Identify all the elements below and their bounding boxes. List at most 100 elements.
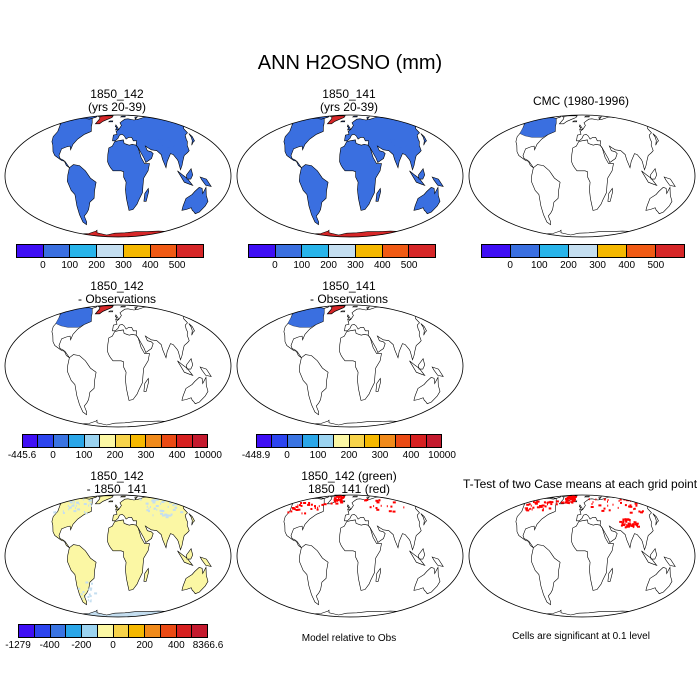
significance-cell	[624, 519, 627, 522]
map-land-layer	[49, 305, 215, 427]
colorbar-swatch	[23, 435, 39, 447]
significance-cell	[314, 507, 316, 509]
diff-cell	[73, 510, 77, 513]
colorbar-swatch	[100, 435, 116, 447]
diff-cell	[161, 510, 165, 512]
note-significance: Cells are significant at 0.1 level	[512, 631, 650, 642]
colorbar-tick-label: 400	[167, 640, 185, 651]
land-svalbard	[119, 305, 126, 308]
colorbar-swatch	[275, 245, 303, 257]
colorbar-tick-label: 100	[61, 260, 79, 271]
colorbar-swatch	[129, 625, 145, 637]
land-africa	[571, 139, 614, 211]
significance-cell	[637, 525, 640, 528]
significance-cell	[641, 510, 644, 513]
diff-cell	[174, 503, 178, 506]
significance-cell	[588, 498, 590, 501]
map-panel-3	[468, 114, 696, 238]
land-africa	[339, 139, 382, 211]
colorbar-swatch	[249, 245, 276, 257]
significance-cell	[640, 511, 643, 514]
diff-cell	[85, 595, 87, 598]
diff-cell	[172, 504, 175, 507]
land-borneo	[186, 548, 194, 560]
land-uk	[578, 124, 583, 131]
significance-cell	[635, 523, 636, 526]
land-borneo	[650, 168, 658, 180]
land-africa	[107, 519, 150, 591]
significance-cell	[544, 505, 547, 508]
colorbar-swatch	[69, 435, 85, 447]
significance-cell	[310, 508, 313, 510]
significance-cell	[633, 523, 634, 526]
diff-cell	[82, 597, 84, 600]
significance-cell	[629, 520, 631, 523]
significance-cell	[338, 498, 339, 501]
colorbar-tick-label: 0	[272, 260, 278, 271]
diff-cell	[71, 504, 75, 507]
significance-cell	[635, 522, 639, 525]
land-japan	[188, 513, 195, 526]
diff-cell	[174, 506, 177, 509]
land-japan	[420, 323, 427, 336]
diff-cell	[89, 595, 92, 598]
significance-cell	[571, 496, 573, 499]
colorbar-swatch	[598, 245, 627, 257]
land-australia	[413, 376, 441, 405]
significance-cell	[620, 524, 623, 527]
diff-cell	[176, 506, 178, 509]
snow-region-north-america	[283, 307, 325, 328]
map-land-layer	[281, 115, 447, 237]
significance-cell	[303, 502, 307, 504]
land-svalbard	[583, 495, 590, 498]
significance-cell	[625, 525, 629, 528]
significance-cell	[295, 505, 299, 508]
significance-cell	[555, 503, 558, 506]
significance-cell	[334, 500, 336, 503]
significance-cell	[612, 503, 614, 506]
significance-cell	[570, 498, 574, 501]
significance-cell	[301, 512, 303, 515]
significance-cell	[536, 506, 540, 509]
significance-cell	[333, 499, 337, 502]
land-eurasia	[344, 116, 422, 171]
significance-cell	[321, 503, 324, 506]
significance-cell	[526, 509, 530, 512]
significance-cell	[330, 502, 333, 505]
significance-cell	[635, 504, 638, 507]
significance-cell	[335, 495, 337, 498]
land-eurasia	[576, 116, 654, 171]
land-uk	[578, 504, 583, 511]
diff-cell	[88, 499, 90, 502]
land-madagascar	[607, 187, 614, 202]
significance-cell	[568, 495, 572, 498]
significance-cell	[342, 496, 345, 498]
land-iceland	[107, 310, 114, 313]
significance-cell	[625, 523, 627, 526]
land-svalbard	[583, 115, 590, 118]
significance-cell	[629, 505, 633, 508]
colorbar-swatch	[656, 245, 684, 257]
significance-cell	[620, 501, 622, 504]
land-australia	[413, 566, 441, 595]
significance-cell	[624, 504, 627, 507]
diff-cell	[94, 592, 98, 595]
panel-4-title: 1850_142- Observations	[77, 279, 157, 306]
significance-cell	[541, 509, 544, 512]
diff-cell	[89, 600, 92, 603]
land-japan	[188, 323, 195, 336]
significance-cell	[569, 500, 571, 503]
diff-cell	[78, 503, 80, 506]
panel-1-title: 1850_142 (yrs 20-39)	[87, 87, 146, 114]
diff-cell	[149, 506, 151, 508]
colorbar-tick-label: 100	[530, 260, 548, 271]
significance-cell	[570, 501, 573, 504]
diff-cell	[88, 504, 90, 507]
significance-cell	[376, 508, 380, 511]
land-borneo	[418, 168, 426, 180]
land-northAmerica	[49, 497, 93, 548]
colorbar-swatch	[113, 625, 130, 637]
significance-cell	[375, 507, 378, 509]
land-eurasia	[576, 496, 654, 551]
significance-cell	[543, 501, 546, 504]
